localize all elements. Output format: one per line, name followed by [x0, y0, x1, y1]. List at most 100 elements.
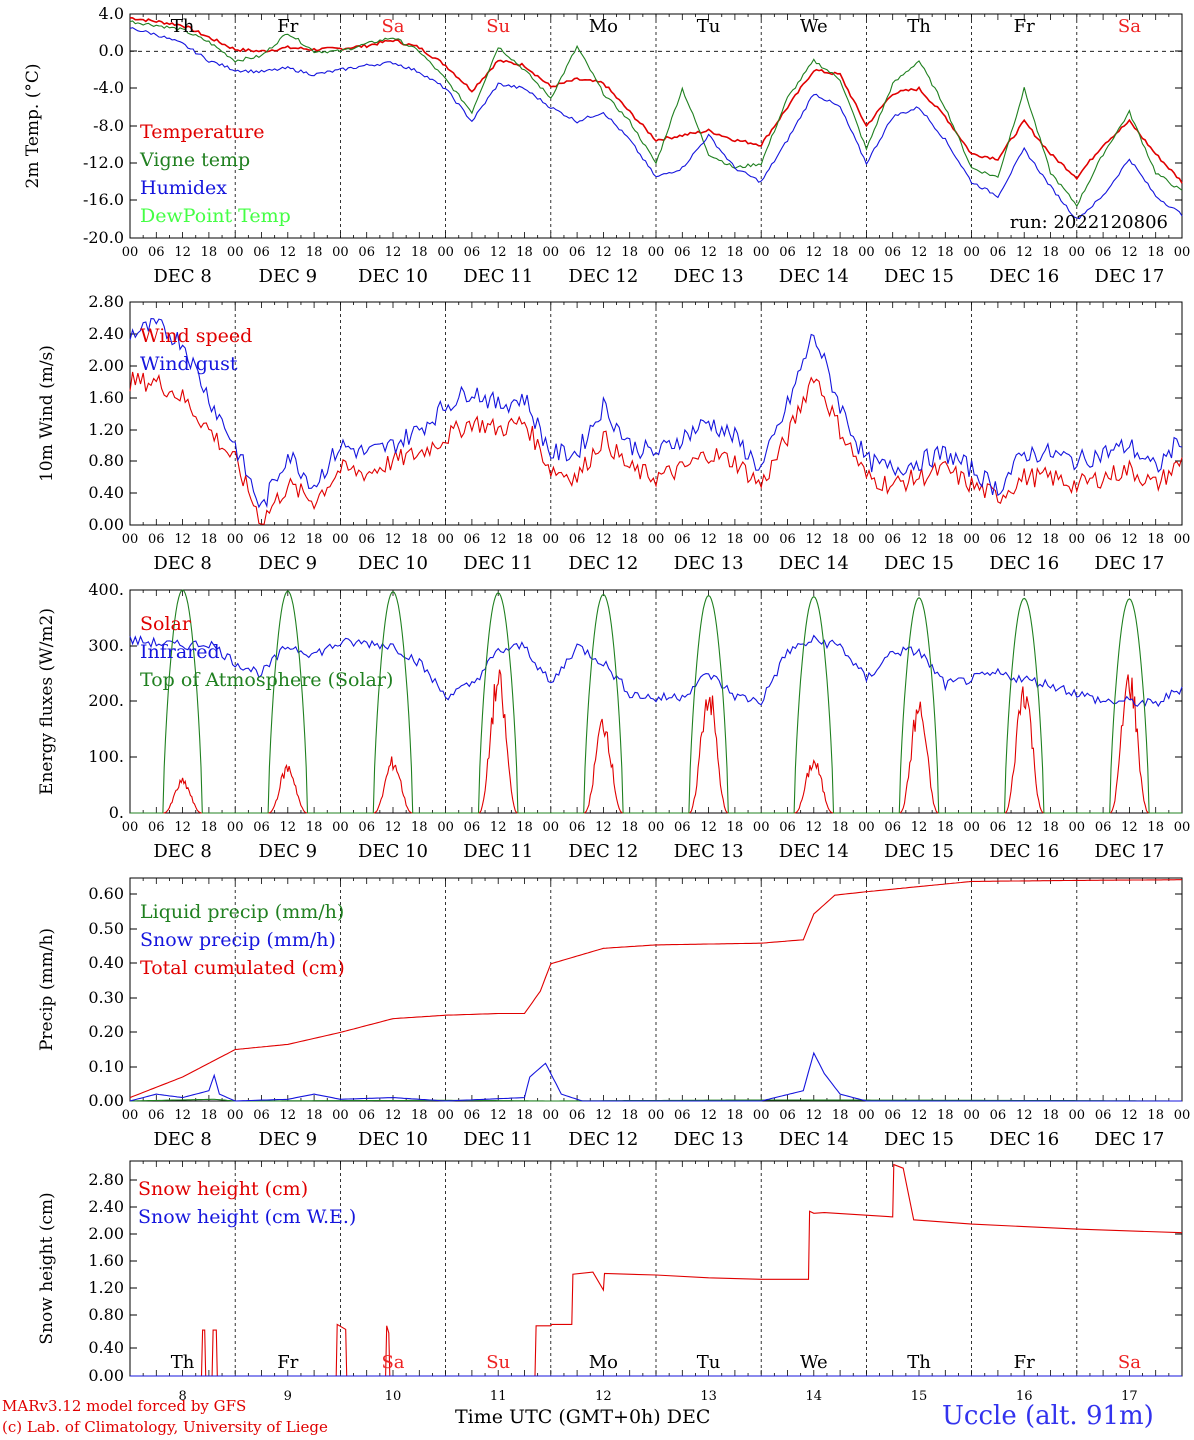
y-tick-label: 2.80 [88, 292, 124, 311]
hour-label: 18 [201, 245, 218, 260]
hour-label: 12 [595, 1108, 612, 1123]
hour-label: 00 [437, 820, 454, 835]
hour-label: 18 [1042, 245, 1059, 260]
hour-label: 18 [937, 532, 954, 547]
hour-label: 12 [806, 532, 823, 547]
hour-label: 06 [674, 532, 691, 547]
hour-label: 06 [464, 1108, 481, 1123]
hour-label: 06 [779, 820, 796, 835]
hour-label: 06 [990, 1108, 1007, 1123]
date-label: DEC 14 [779, 553, 849, 574]
date-label: DEC 10 [358, 1129, 428, 1150]
hour-label: 06 [1095, 820, 1112, 835]
hour-label: 12 [1121, 245, 1138, 260]
station-label: Uccle (alt. 91m) [942, 1401, 1154, 1431]
hour-label: 18 [411, 532, 428, 547]
hour-label: 12 [385, 532, 402, 547]
hour-label: 18 [201, 1108, 218, 1123]
hour-label: 12 [174, 532, 191, 547]
date-label: DEC 8 [153, 553, 212, 574]
y-tick-label: 0.60 [88, 884, 124, 903]
x-axis-title: Time UTC (GMT+0h) DEC [455, 1406, 711, 1428]
hour-label: 00 [648, 820, 665, 835]
hour-label: 00 [1069, 820, 1086, 835]
day-name: Tu [697, 16, 721, 37]
day-number: 15 [911, 1389, 928, 1404]
date-label: DEC 9 [259, 266, 318, 287]
hour-label: 06 [1095, 1108, 1112, 1123]
hour-label: 00 [227, 245, 244, 260]
hour-label: 18 [621, 820, 638, 835]
hour-label: 18 [1042, 532, 1059, 547]
hour-label: 18 [1147, 820, 1164, 835]
date-label: DEC 11 [463, 841, 533, 862]
series-line [129, 634, 1183, 708]
hour-label: 12 [1121, 1108, 1138, 1123]
hour-label: 18 [937, 245, 954, 260]
day-name: Th [907, 16, 931, 37]
panel-1 [129, 13, 1183, 239]
date-label: DEC 9 [259, 841, 318, 862]
hour-label: 12 [280, 820, 297, 835]
hour-label: 00 [227, 1108, 244, 1123]
y-tick-label: -8.0 [93, 116, 124, 135]
hour-label: 00 [122, 532, 139, 547]
y-tick-label: 0.00 [88, 515, 124, 534]
date-label: DEC 10 [358, 553, 428, 574]
hour-label: 00 [122, 1108, 139, 1123]
hour-label: 00 [1174, 532, 1191, 547]
y-tick-label: 2.40 [88, 324, 124, 343]
hour-label: 06 [253, 532, 270, 547]
panel-2 [129, 301, 1183, 526]
day-name: Sa [381, 1352, 404, 1373]
y-tick-label: 0.40 [88, 1338, 124, 1357]
legend-entry: Snow precip (mm/h) [140, 929, 336, 951]
date-label: DEC 9 [259, 553, 318, 574]
hour-label: 06 [990, 245, 1007, 260]
y-tick-label: 1.60 [88, 1251, 124, 1270]
date-label: DEC 17 [1094, 1129, 1164, 1150]
hour-label: 18 [727, 1108, 744, 1123]
hour-label: 18 [832, 820, 849, 835]
hour-label: 00 [858, 820, 875, 835]
y-tick-label: 2.40 [88, 1197, 124, 1216]
hour-label: 12 [490, 1108, 507, 1123]
y-tick-label: 0.40 [88, 483, 124, 502]
y-tick-label: 0.80 [88, 451, 124, 470]
date-label: DEC 17 [1094, 841, 1164, 862]
day-number: 11 [490, 1389, 507, 1404]
hour-label: 18 [1147, 1108, 1164, 1123]
legend-entry: Snow height (cm W.E.) [138, 1206, 356, 1228]
day-number: 8 [178, 1389, 186, 1404]
hour-label: 18 [306, 1108, 323, 1123]
date-label: DEC 15 [884, 1129, 954, 1150]
hour-label: 18 [1042, 1108, 1059, 1123]
y-tick-label: 0.40 [88, 953, 124, 972]
hour-label: 18 [306, 820, 323, 835]
hour-label: 00 [332, 820, 349, 835]
date-label: DEC 16 [989, 266, 1059, 287]
day-name: Su [486, 16, 510, 37]
hour-label: 00 [648, 1108, 665, 1123]
hour-label: 18 [832, 1108, 849, 1123]
hour-label: 00 [648, 245, 665, 260]
hour-label: 00 [437, 532, 454, 547]
date-label: DEC 13 [674, 1129, 744, 1150]
hour-label: 12 [700, 245, 717, 260]
y-tick-label: 4.0 [99, 4, 124, 23]
hour-label: 12 [911, 532, 928, 547]
hour-label: 12 [911, 245, 928, 260]
hour-label: 00 [543, 820, 560, 835]
series-line [129, 318, 1183, 509]
date-label: DEC 15 [884, 841, 954, 862]
hour-label: 06 [674, 1108, 691, 1123]
hour-label: 12 [174, 820, 191, 835]
date-label: DEC 15 [884, 553, 954, 574]
hour-label: 18 [516, 820, 533, 835]
hour-label: 06 [253, 1108, 270, 1123]
hour-label: 06 [253, 820, 270, 835]
hour-label: 06 [779, 245, 796, 260]
hour-label: 00 [437, 245, 454, 260]
hour-label: 12 [700, 820, 717, 835]
